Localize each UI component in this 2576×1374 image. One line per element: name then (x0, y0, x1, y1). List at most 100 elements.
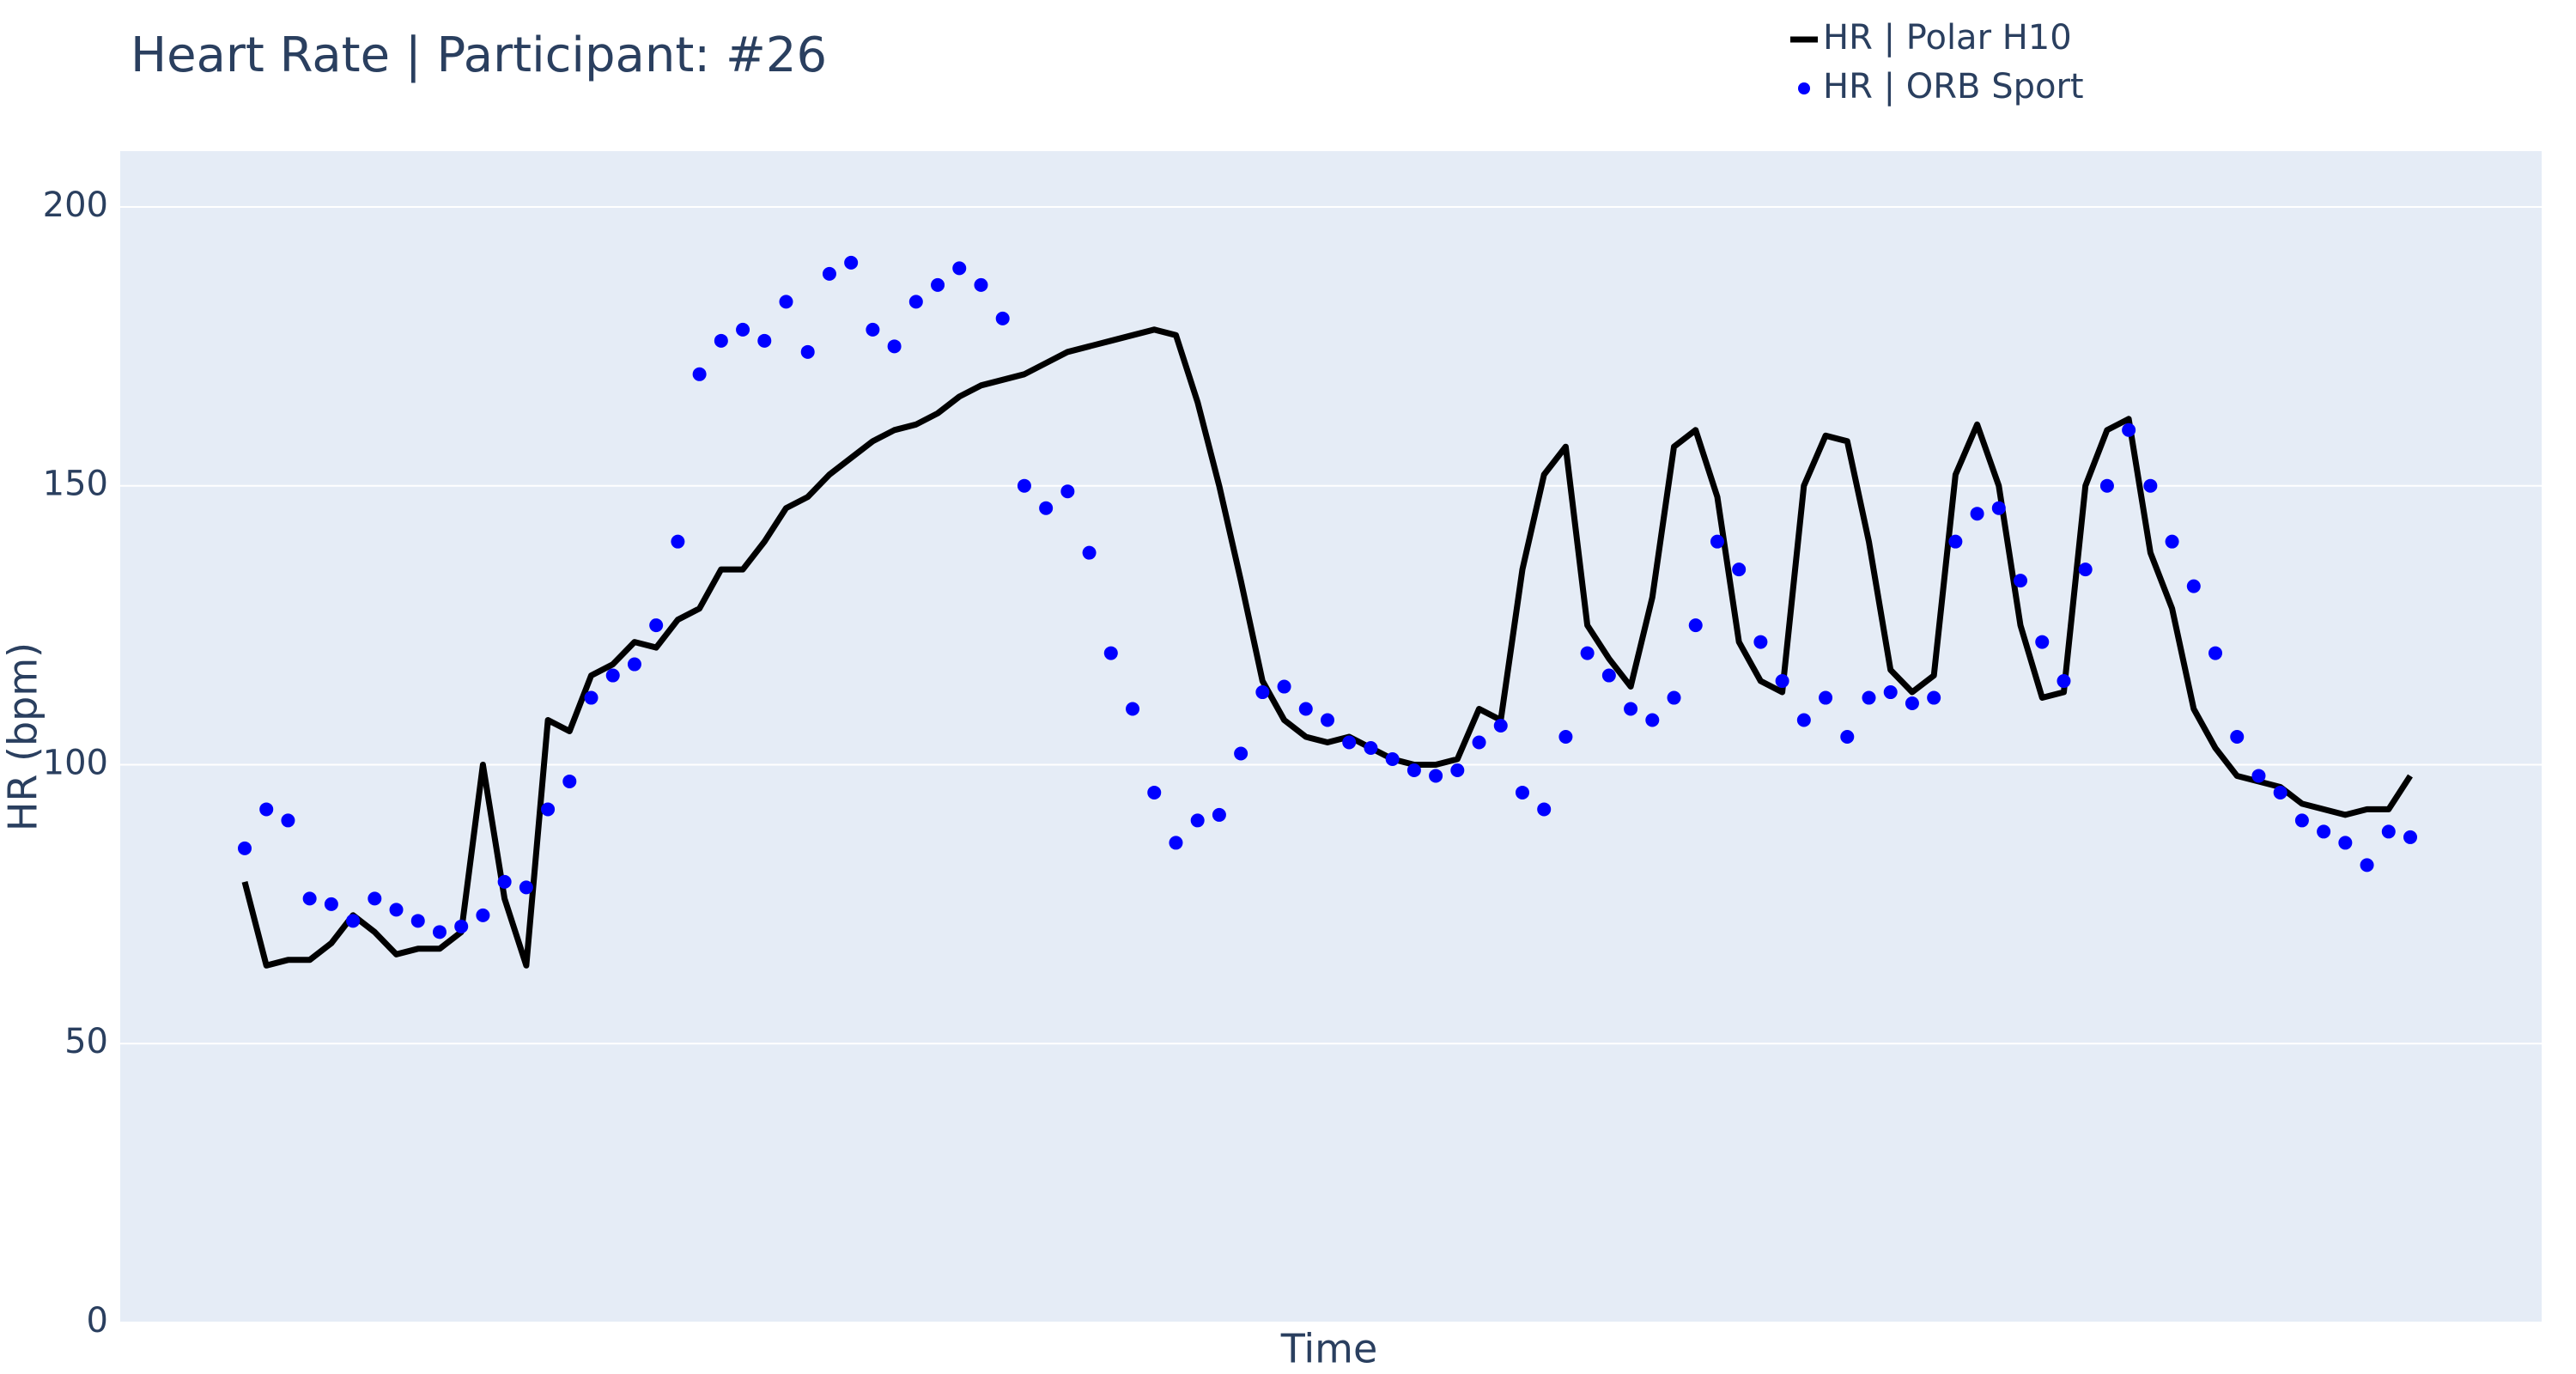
data-point (1039, 501, 1054, 515)
data-point (1212, 807, 1226, 822)
data-point (1710, 534, 1724, 549)
data-point (1385, 751, 1400, 766)
data-point (931, 277, 945, 292)
data-point (1450, 763, 1465, 777)
data-point (519, 880, 533, 895)
data-point (584, 690, 598, 705)
data-point (866, 322, 880, 337)
data-point (952, 261, 967, 276)
data-point (995, 311, 1010, 325)
data-point (302, 891, 317, 906)
data-point (671, 534, 685, 549)
data-point (1493, 719, 1508, 733)
data-point (368, 891, 382, 906)
data-point (1775, 674, 1789, 689)
data-point (454, 919, 469, 933)
y-tick-label: 0 (87, 1301, 108, 1341)
data-point (2122, 423, 2136, 437)
data-point (238, 841, 252, 855)
data-point (1732, 562, 1747, 577)
data-point (649, 618, 664, 633)
data-point (389, 903, 404, 917)
data-point (1796, 713, 1811, 727)
data-point (757, 333, 772, 348)
data-point (1017, 478, 1031, 493)
data-point (1364, 740, 1378, 755)
data-point (736, 322, 750, 337)
data-point (1147, 785, 1162, 799)
data-point (2251, 769, 2266, 783)
data-point (692, 367, 707, 381)
data-point (281, 813, 295, 828)
data-point (1126, 702, 1140, 716)
data-point (2078, 562, 2093, 577)
data-point (2057, 674, 2071, 689)
data-point (627, 657, 641, 672)
data-point (541, 802, 556, 817)
data-point (1342, 735, 1357, 750)
data-point (1862, 690, 1876, 705)
data-point (1601, 668, 1616, 683)
data-point (1429, 769, 1443, 783)
legend-label: HR | Polar H10 (1823, 18, 2072, 58)
data-point (2099, 478, 2114, 493)
data-point (2208, 646, 2223, 660)
data-point (1753, 635, 1768, 649)
data-point (1558, 730, 1573, 744)
data-point (1927, 690, 1941, 705)
data-line (241, 326, 2413, 969)
data-point (1060, 484, 1075, 499)
data-point (562, 774, 577, 788)
data-point (259, 802, 274, 817)
data-point (2014, 574, 2028, 588)
data-point (779, 295, 793, 309)
data-point (1190, 813, 1205, 828)
legend-label: HR | ORB Sport (1823, 67, 2084, 106)
data-point (1082, 545, 1097, 560)
y-tick-label: 100 (43, 743, 108, 782)
data-point (476, 908, 490, 922)
data-point (2165, 534, 2179, 549)
data-point (908, 295, 923, 309)
data-point (1624, 702, 1638, 716)
data-point (2186, 579, 2201, 593)
data-point (1991, 501, 2006, 515)
data-point (432, 925, 447, 939)
y-axis-title: HR (bpm) (0, 642, 46, 831)
data-point (2143, 478, 2158, 493)
y-tick-label: 150 (43, 465, 108, 504)
data-point (1970, 507, 1984, 521)
data-point (1667, 690, 1681, 705)
data-point (346, 914, 361, 928)
data-point (1234, 746, 1249, 761)
data-point (2035, 635, 2050, 649)
data-point (822, 266, 836, 281)
data-point (410, 914, 425, 928)
data-point (605, 668, 620, 683)
data-point (497, 874, 512, 889)
data-point (1298, 702, 1313, 716)
data-point (1321, 713, 1334, 727)
data-point (844, 255, 859, 270)
data-point (800, 344, 815, 359)
data-point (1688, 618, 1703, 633)
data-point (2317, 824, 2331, 839)
x-axis-title: Time (1280, 1326, 1378, 1372)
data-point (324, 897, 338, 911)
data-point (1255, 685, 1270, 700)
y-tick-label: 200 (43, 185, 108, 225)
data-point (714, 333, 728, 348)
data-point (2294, 813, 2309, 828)
data-point (2338, 836, 2353, 850)
data-point (1103, 646, 1118, 660)
data-point (1169, 836, 1183, 850)
data-point (1905, 696, 1919, 711)
data-point (1819, 690, 1833, 705)
data-point (974, 277, 988, 292)
data-point (2273, 785, 2287, 799)
plot-background (120, 151, 2542, 1322)
data-point (1840, 730, 1855, 744)
data-point (1883, 685, 1898, 700)
data-point (2360, 858, 2374, 872)
